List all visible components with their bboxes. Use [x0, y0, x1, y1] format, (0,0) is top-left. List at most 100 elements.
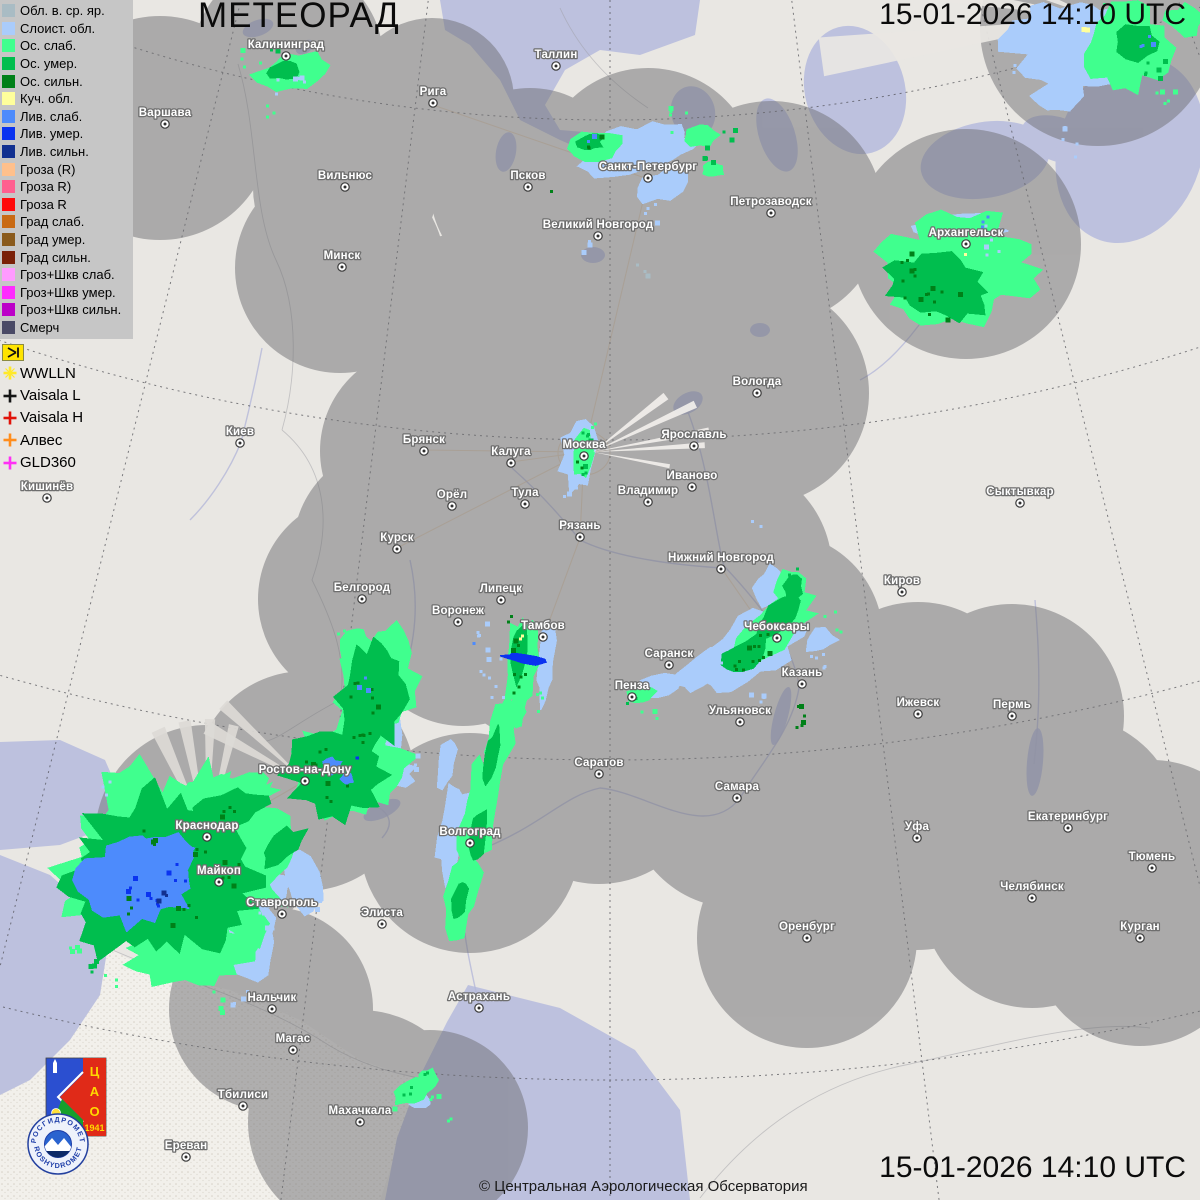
city-marker: Ижевск [895, 696, 941, 719]
legend-label: Куч. обл. [20, 91, 74, 107]
legend-label: Гроз+Шкв слаб. [20, 267, 115, 283]
timestamp-bottom: 15-01-2026 14:10 UTC [879, 1151, 1186, 1184]
city-label: Санкт-Петербург [599, 161, 698, 173]
legend-item: Смерч [2, 319, 133, 337]
legend-label: Смерч [20, 319, 60, 335]
city-label: Москва [562, 439, 606, 451]
legend-item: Ос. слаб. [2, 37, 133, 55]
legend-item: Гроз+Шкв сильн. [2, 301, 133, 319]
city-marker: Пермь [992, 698, 1032, 721]
city-label: Брянск [403, 434, 445, 446]
city-marker: Челябинск [999, 880, 1065, 903]
city-marker: Самара [714, 780, 761, 803]
city-label: Вологда [733, 376, 782, 388]
legend-item: Лив. сильн. [2, 143, 133, 161]
city-marker: Волгоград [438, 825, 502, 848]
city-label: Великий Новгород [543, 219, 654, 231]
city-marker: Белгород [332, 581, 392, 604]
lightning-network-label: Vaisala L [20, 387, 81, 405]
city-marker: Орёл [435, 488, 468, 511]
city-marker: Уфа [904, 820, 931, 843]
lightning-cross-icon [3, 433, 17, 447]
city-marker: Элиста [360, 906, 404, 929]
legend-swatch [2, 320, 15, 334]
city-marker: Архангельск [927, 226, 1005, 249]
city-marker: Вильнюс [317, 169, 374, 192]
city-label: Нижний Новгород [668, 552, 775, 564]
city-marker: Владимир [616, 484, 679, 507]
city-marker: Нальчик [246, 991, 298, 1014]
city-label: Самара [715, 781, 760, 793]
roshydromet-logo: РОСГИДРОМЕТ ROSHYDROMET [27, 1113, 89, 1175]
city-label: Архангельск [929, 227, 1004, 239]
legend-label: Лив. умер. [20, 126, 84, 142]
city-marker: Казань [780, 666, 824, 689]
cao-letter: А [90, 1084, 100, 1099]
legend-label: Ос. сильн. [20, 73, 83, 89]
cao-year: 1941 [84, 1123, 104, 1133]
city-marker: Кишинёв [19, 480, 74, 503]
city-label: Ижевск [897, 697, 940, 709]
city-label: Калининград [248, 39, 325, 51]
city-marker: Пенза [613, 679, 651, 702]
city-marker: Киев [225, 425, 255, 448]
lightning-network-item: Алвес [2, 429, 83, 451]
legend-item: Лив. слаб. [2, 108, 133, 126]
city-label: Пенза [615, 680, 650, 692]
city-marker: Калуга [490, 445, 532, 468]
city-marker: Курган [1119, 920, 1161, 943]
city-marker: Вологда [731, 375, 783, 398]
lightning-network-item: Vaisala L [2, 384, 83, 406]
city-label: Псков [510, 170, 545, 182]
city-label: Уфа [905, 821, 930, 833]
rocket-icon [53, 1063, 57, 1073]
city-marker: Тула [510, 486, 540, 509]
city-label: Сыктывкар [986, 486, 1053, 498]
lightning-cross-icon [3, 366, 17, 380]
city-label: Белгород [334, 582, 391, 594]
city-marker: Иваново [665, 469, 719, 492]
city-label: Ульяновск [709, 705, 771, 717]
legend-item: Ос. сильн. [2, 72, 133, 90]
legend-label: Ос. слаб. [20, 38, 77, 54]
city-marker: Рига [418, 85, 448, 108]
city-label: Оренбург [779, 921, 835, 933]
city-label: Рязань [559, 520, 600, 532]
legend-label: Град сильн. [20, 249, 91, 265]
city-label: Краснодар [175, 820, 238, 832]
city-marker: Ереван [163, 1139, 208, 1162]
city-label: Казань [782, 667, 823, 679]
city-label: Тула [511, 487, 539, 499]
city-label: Ставрополь [246, 897, 318, 909]
city-label: Воронеж [432, 605, 485, 617]
city-label: Майкоп [197, 865, 241, 877]
city-label: Петрозаводск [730, 196, 812, 208]
legend-item: Град сильн. [2, 248, 133, 266]
city-label: Таллин [535, 49, 578, 61]
city-label: Тбилиси [218, 1089, 268, 1101]
cao-letter: Ц [90, 1064, 100, 1079]
lightning-cross-icon [3, 389, 17, 403]
city-label: Киев [226, 426, 254, 438]
city-label: Элиста [361, 907, 403, 919]
cao-letter: О [89, 1104, 99, 1119]
city-label: Варшава [139, 107, 192, 119]
city-marker: Таллин [533, 48, 579, 71]
city-label: Липецк [480, 583, 523, 595]
city-marker: Брянск [402, 433, 446, 456]
city-label: Калуга [491, 446, 531, 458]
legend-swatch [2, 57, 15, 71]
city-label: Пермь [993, 699, 1031, 711]
city-label: Магас [276, 1033, 311, 1045]
city-marker: Ульяновск [708, 704, 772, 727]
city-marker: Петрозаводск [729, 195, 813, 218]
city-marker: Тюмень [1127, 850, 1176, 873]
lightning-cross-icon [3, 456, 17, 470]
city-label: Кишинёв [21, 481, 74, 493]
copyright-text: © Центральная Аэрологическая Обсерватори… [479, 1178, 808, 1195]
city-label: Ростов-на-Дону [259, 764, 352, 776]
city-label: Екатеринбург [1028, 811, 1108, 823]
city-label: Челябинск [1000, 881, 1064, 893]
legend-item: Слоист. обл. [2, 20, 133, 38]
